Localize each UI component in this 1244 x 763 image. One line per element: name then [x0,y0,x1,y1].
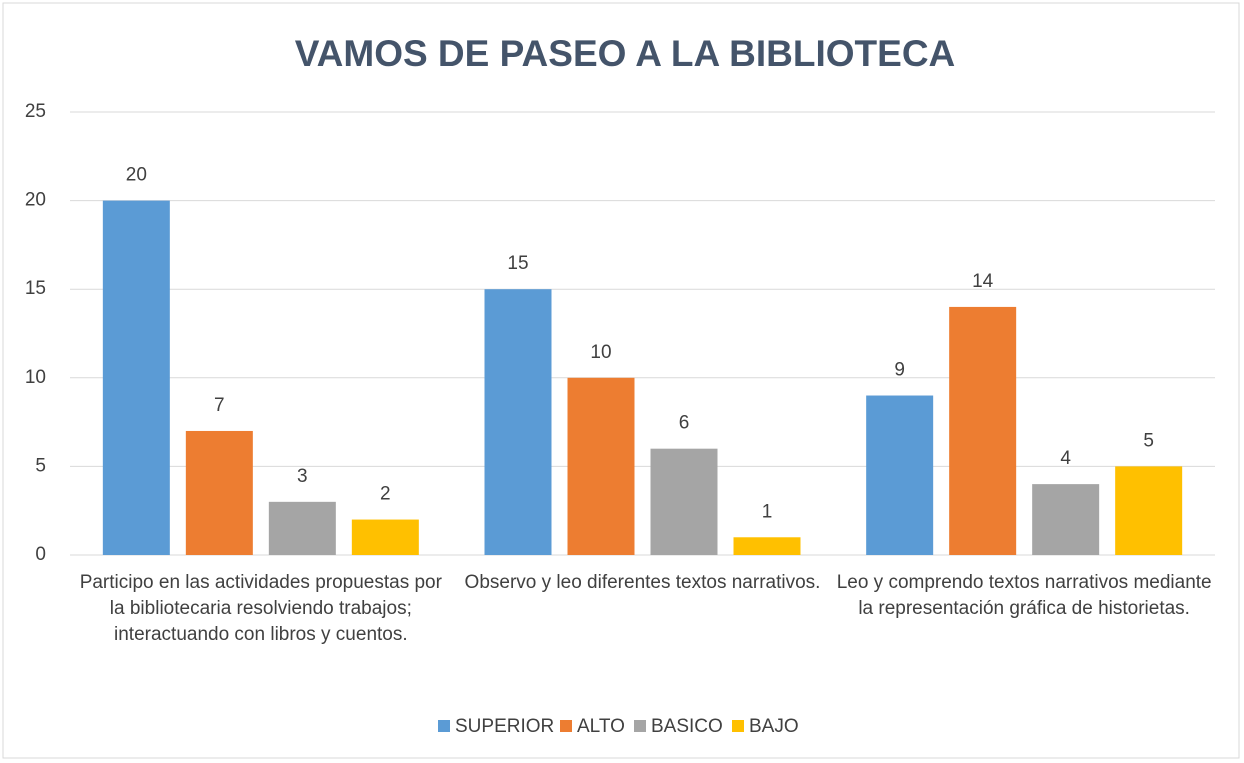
bar [185,430,253,555]
data-label: 4 [1060,448,1071,469]
bar [351,519,419,555]
x-tick-label: Leo y comprendo textos narrativos median… [836,572,1212,619]
data-label: 7 [214,395,225,416]
data-label: 6 [679,413,690,434]
bar [567,377,635,555]
data-label: 10 [590,342,611,363]
bar [949,306,1017,555]
y-tick-label: 0 [35,544,46,565]
y-tick-label: 10 [25,367,46,388]
bar [484,289,552,555]
data-label: 3 [297,466,308,487]
bar [268,501,336,555]
legend-label: BASICO [651,716,723,737]
legend-label: SUPERIOR [455,716,554,737]
x-tick-label: Observo y leo diferentes textos narrativ… [464,572,821,593]
data-label: 9 [894,360,905,381]
data-label: 5 [1143,430,1154,451]
data-label: 15 [507,253,528,274]
y-tick-label: 25 [25,101,46,122]
legend-swatch [634,720,646,732]
legend-label: BAJO [749,716,799,737]
data-label: 20 [126,165,147,186]
legend-swatch [732,720,744,732]
data-label: 14 [972,271,994,292]
y-tick-label: 5 [35,455,46,476]
legend-label: ALTO [577,716,625,737]
bar [1115,466,1183,555]
data-label: 2 [380,484,391,505]
bar [1032,484,1100,555]
bar [650,448,718,555]
y-tick-label: 20 [25,190,46,211]
legend-swatch [560,720,572,732]
bar [733,537,801,555]
legend-swatch [438,720,450,732]
x-tick-label: Participo en las actividades propuestas … [79,572,442,645]
bar [102,200,170,555]
y-tick-label: 15 [25,278,46,299]
data-label: 1 [762,501,773,522]
chart-title: VAMOS DE PASEO A LA BIBLIOTECA [295,33,956,74]
bar [866,395,934,555]
